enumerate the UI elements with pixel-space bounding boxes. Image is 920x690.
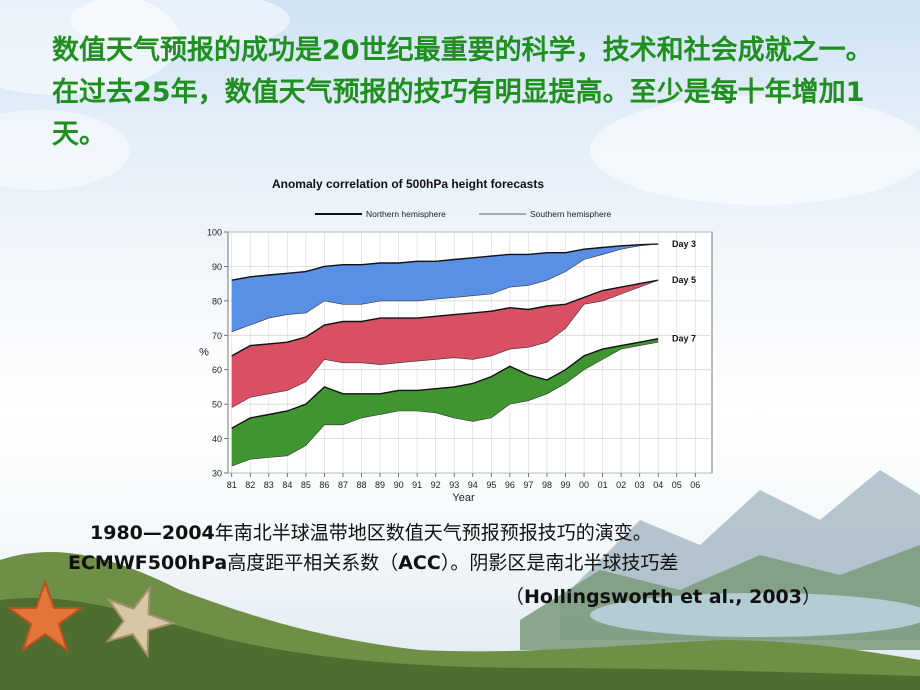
- acc-chart: 30 40 50 60 70 80 90 100 81 82 83 84 85 86 87 88 89 90 91 9…: [199, 177, 713, 504]
- y-tick-label: 30: [212, 469, 222, 479]
- cloud-shape: [590, 95, 920, 205]
- x-tick-label: 91: [412, 480, 422, 490]
- series-label-day-5: Day 5: [672, 275, 696, 285]
- line-northern-day-3: [231, 243, 659, 281]
- x-tick-label: 95: [486, 480, 496, 490]
- y-tick-label: 90: [212, 262, 222, 272]
- caption-line-3: （Hollingsworth et al., 2003）: [505, 582, 821, 609]
- x-tick-label: 88: [357, 480, 367, 490]
- y-tick-label: 40: [212, 434, 222, 444]
- x-tick-label: 96: [505, 480, 515, 490]
- x-tick-label: 02: [616, 480, 626, 490]
- chart-title: Anomaly correlation of 500hPa height for…: [272, 177, 544, 191]
- x-tick-label: 94: [468, 480, 478, 490]
- caption-line-1: 1980—2004年南北半球温带地区数值天气预报预报技巧的演变。: [90, 518, 652, 545]
- cloud-shape: [70, 0, 290, 50]
- caption-open-paren: （: [505, 586, 525, 608]
- starfish-icon: [5, 578, 85, 653]
- y-tick-label: 70: [212, 331, 222, 341]
- x-tick-label: 03: [635, 480, 645, 490]
- y-tick-label: 50: [212, 400, 222, 410]
- x-tick-label: 92: [431, 480, 441, 490]
- x-tick-label: 01: [598, 480, 608, 490]
- x-axis-label: Year: [452, 492, 475, 504]
- caption-acc: ACC: [398, 552, 441, 574]
- slide-headline: 数值天气预报的成功是20世纪最重要的科学，技术和社会成就之一。在过去25年，数值…: [52, 35, 873, 150]
- line-southern-day-3: [231, 243, 659, 333]
- y-tick-label: 80: [212, 296, 222, 306]
- lake-shape: [590, 593, 920, 637]
- x-tick-label: 83: [264, 480, 274, 490]
- x-tick-label: 04: [653, 480, 663, 490]
- x-tick-label: 05: [672, 480, 682, 490]
- line-southern-day-5: [231, 279, 659, 408]
- caption-acc-prefix: 高度距平相关系数（: [227, 552, 399, 574]
- x-tick-label: 99: [560, 480, 570, 490]
- x-tick-label: 86: [319, 480, 329, 490]
- band-day-3: [231, 244, 659, 332]
- x-tick-label: 84: [282, 480, 292, 490]
- x-tick-label: 82: [245, 480, 255, 490]
- line-southern-day-7: [231, 341, 659, 467]
- line-northern-day-7: [231, 338, 659, 429]
- y-tick-label: 100: [207, 228, 222, 238]
- caption-close-paren: ）: [802, 586, 822, 608]
- caption-citation: Hollingsworth et al., 2003: [524, 586, 802, 608]
- line-northern-day-5: [231, 279, 659, 357]
- cloud-shape: [0, 110, 130, 190]
- x-tick-label: 90: [394, 480, 404, 490]
- foliage-shape: [0, 598, 920, 690]
- series-label-day-3: Day 3: [672, 239, 696, 249]
- caption-year-range: 1980—2004: [90, 522, 215, 544]
- x-tick-label: 89: [375, 480, 385, 490]
- x-tick-label: 06: [690, 480, 700, 490]
- series-label-day-7: Day 7: [672, 334, 696, 344]
- caption-ecmwf: ECMWF500hPa: [68, 552, 228, 574]
- caption-description: 年南北半球温带地区数值天气预报预报技巧的演变。: [214, 522, 652, 544]
- x-tick-label: 87: [338, 480, 348, 490]
- x-tick-label: 93: [449, 480, 459, 490]
- band-day-5: [231, 280, 659, 408]
- y-tick-label: 60: [212, 365, 222, 375]
- chart-layer: 30 40 50 60 70 80 90 100 81 82 83 84 85 86 87 88 89 90 91 9…: [199, 177, 713, 504]
- caption-shading-note: ）。阴影区是南北半球技巧差: [440, 552, 679, 574]
- x-tick-label: 98: [542, 480, 552, 490]
- y-axis-label: %: [199, 347, 209, 359]
- x-tick-label: 81: [227, 480, 237, 490]
- legend-label-southern: Southern hemisphere: [530, 209, 612, 219]
- x-tick-label: 00: [579, 480, 589, 490]
- caption-line-2: ECMWF500hPa高度距平相关系数（ACC）。阴影区是南北半球技巧差: [68, 548, 678, 575]
- band-day-7: [231, 338, 659, 467]
- starfish-icon: [105, 584, 177, 659]
- x-tick-label: 97: [523, 480, 533, 490]
- legend-label-northern: Northern hemisphere: [366, 209, 446, 219]
- x-tick-label: 85: [301, 480, 311, 490]
